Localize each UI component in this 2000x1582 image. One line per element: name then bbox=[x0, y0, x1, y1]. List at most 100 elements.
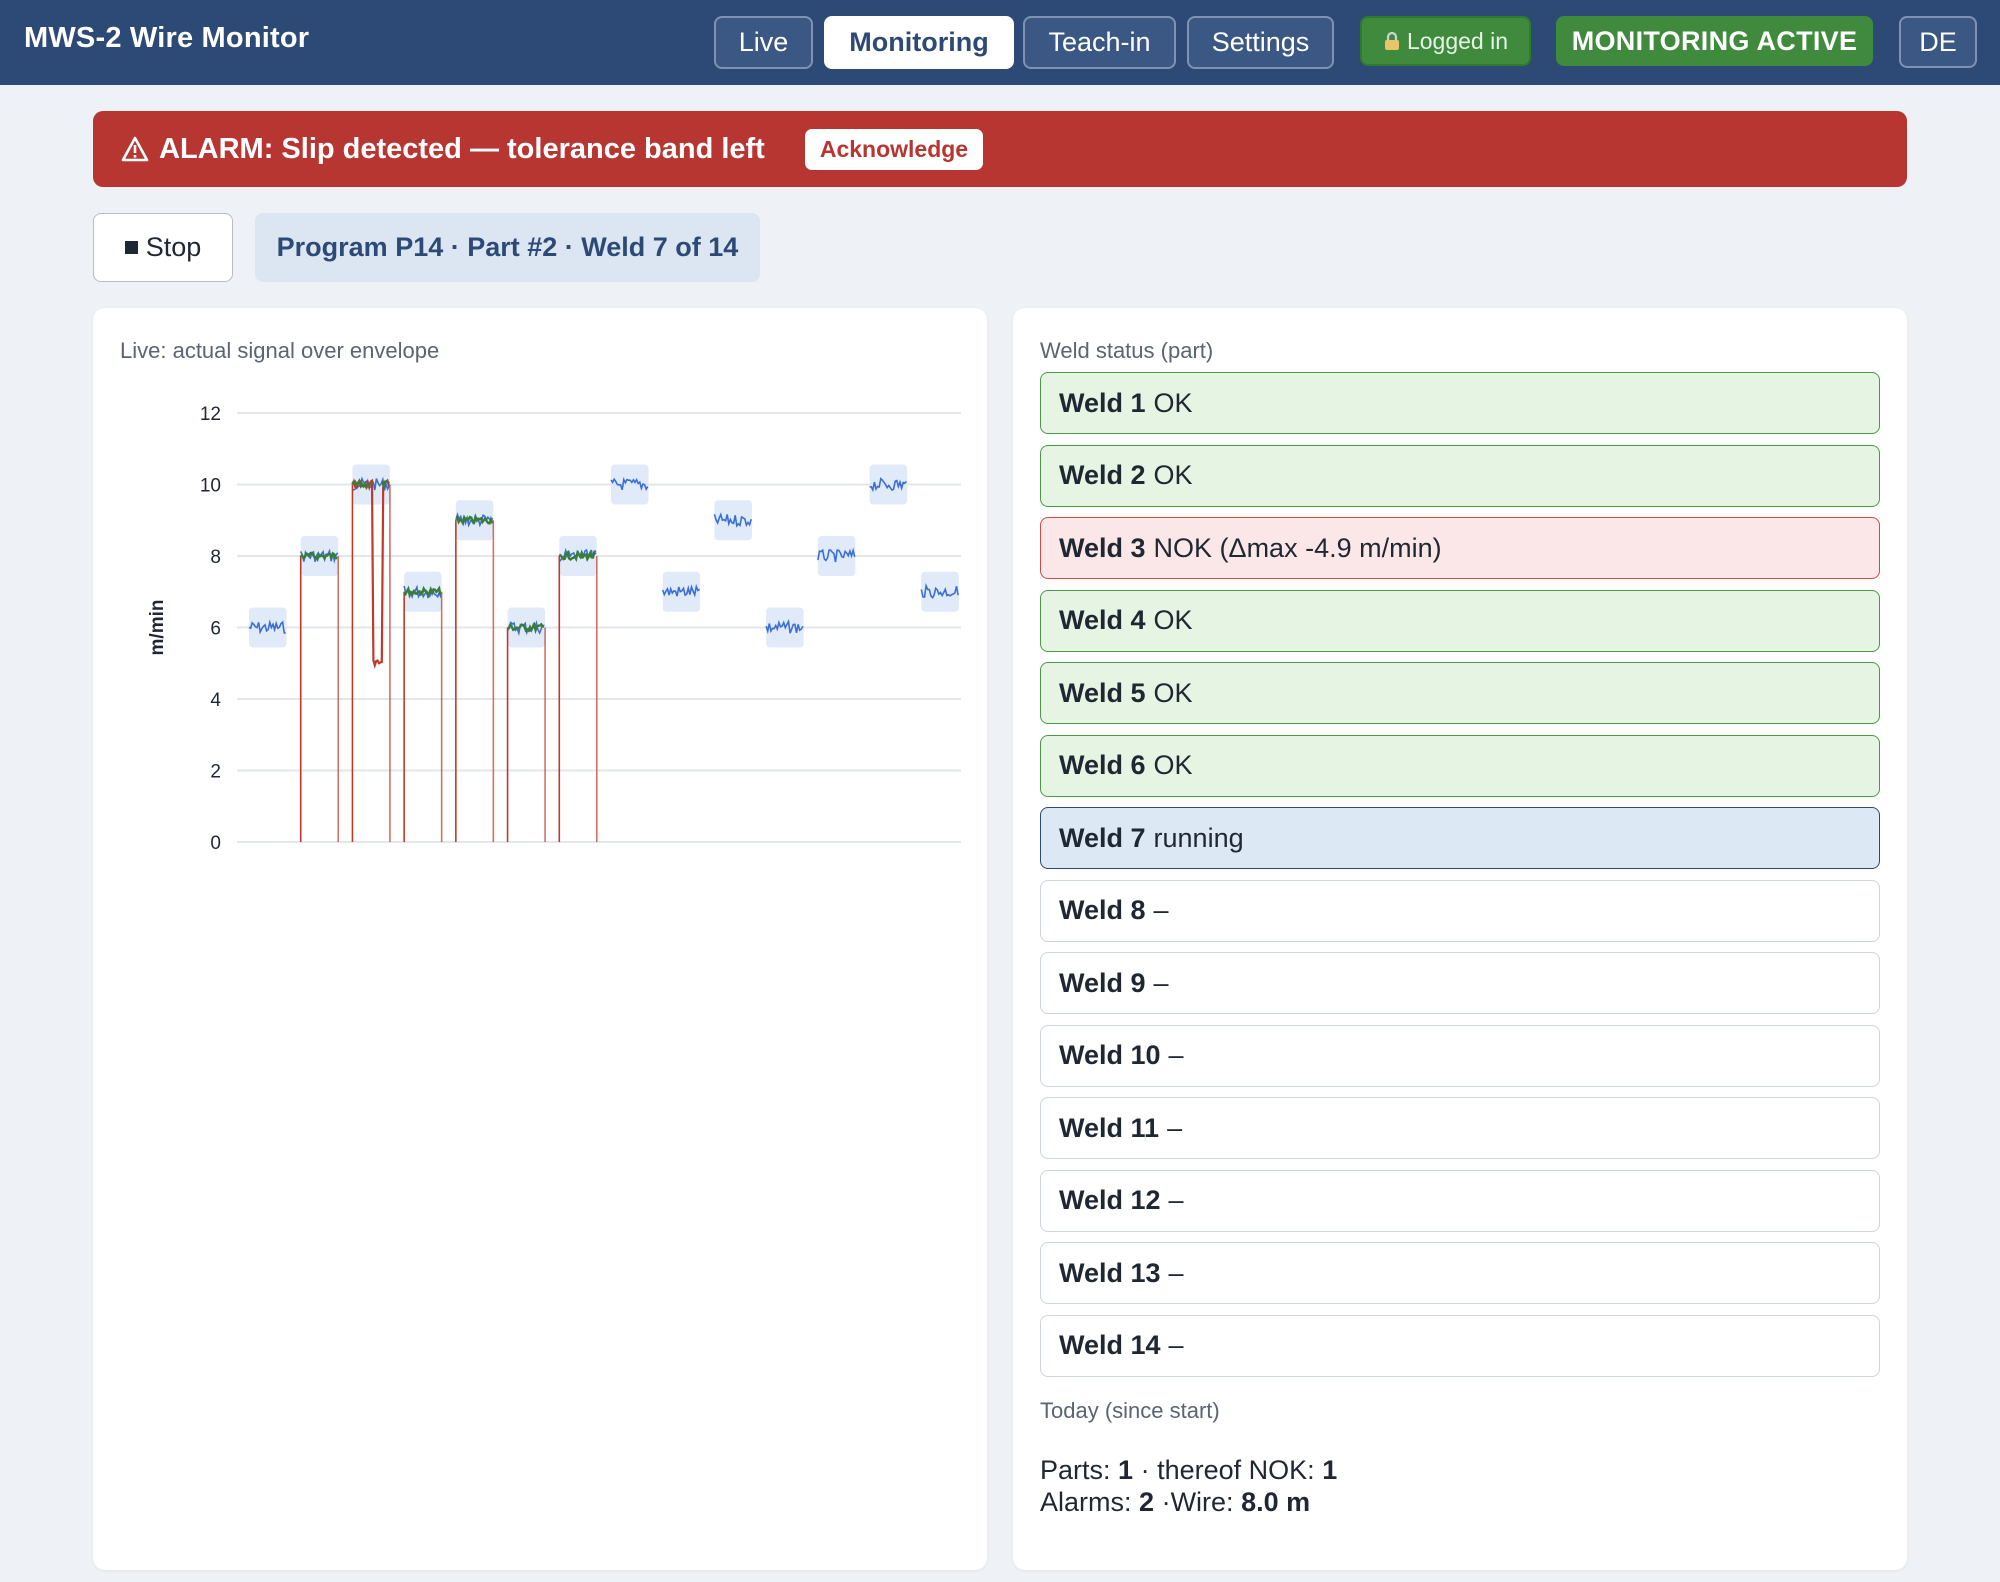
envelope-trace bbox=[713, 512, 752, 528]
weld-status: NOK (Δmax -4.9 m/min) bbox=[1153, 532, 1442, 563]
envelope-band bbox=[714, 500, 752, 541]
weld-row[interactable]: Weld 3 NOK (Δmax -4.9 m/min) bbox=[1040, 517, 1880, 579]
y-tick-label: 4 bbox=[210, 690, 221, 711]
envelope-band bbox=[869, 464, 908, 505]
envelope-trace bbox=[765, 619, 804, 635]
actual-trace bbox=[558, 549, 597, 563]
today-title: Today (since start) bbox=[1040, 1398, 1220, 1423]
weld-row[interactable]: Weld 12– bbox=[1040, 1169, 1880, 1232]
language-button[interactable]: DE bbox=[1899, 16, 1977, 68]
weld-status: – bbox=[1153, 967, 1169, 998]
weld-status: running bbox=[1153, 822, 1244, 853]
envelope-band bbox=[611, 464, 649, 505]
actual-trace bbox=[299, 551, 338, 563]
weld-status: – bbox=[1167, 1112, 1183, 1143]
weld-name: Weld 2 bbox=[1059, 460, 1146, 490]
y-tick-label: 8 bbox=[210, 547, 221, 568]
weld-name: Weld 9 bbox=[1059, 967, 1146, 998]
weld-name: Weld 12 bbox=[1059, 1185, 1161, 1215]
alarm-banner: ALARM: Slip detected — tolerance band le… bbox=[93, 111, 1907, 187]
weld-row[interactable]: Weld 9– bbox=[1040, 952, 1880, 1014]
weld-name: Weld 8 bbox=[1059, 895, 1146, 925]
weld-row[interactable]: Weld 13– bbox=[1040, 1242, 1880, 1304]
wire-value: 8.0 m bbox=[1241, 1487, 1311, 1517]
chart-panel: Live: actual signal over envelope 0 2 4 6 8 1… bbox=[93, 308, 987, 1570]
weld-status: – bbox=[1153, 895, 1169, 925]
weld-row[interactable]: Weld 14– bbox=[1040, 1314, 1880, 1377]
actual-trace bbox=[403, 585, 442, 599]
envelope-band bbox=[249, 607, 287, 648]
envelope-trace bbox=[869, 477, 907, 493]
weld-row[interactable]: Weld 7 running bbox=[1040, 807, 1880, 869]
warning-icon bbox=[121, 136, 149, 162]
y-tick-label: 2 bbox=[210, 762, 221, 783]
login-status[interactable]: Logged in bbox=[1360, 16, 1531, 66]
weld-row[interactable]: Weld 10– bbox=[1040, 1024, 1880, 1087]
tab-teach-in[interactable]: Teach-in bbox=[1023, 16, 1176, 69]
today-stats: Parts: 1 · thereof NOK: 1 Alarms: 2 ·Wir… bbox=[1040, 1454, 1337, 1518]
weld-name: Weld 14 bbox=[1059, 1330, 1161, 1360]
stop-button[interactable]: Stop bbox=[93, 213, 233, 282]
weld-row[interactable]: Weld 8– bbox=[1040, 879, 1880, 942]
envelope-trace bbox=[920, 582, 959, 599]
weld-status: – bbox=[1168, 1257, 1184, 1288]
chart-title: Live: actual signal over envelope bbox=[120, 338, 440, 363]
weld-status: OK bbox=[1153, 750, 1193, 780]
stop-label: Stop bbox=[145, 232, 202, 262]
weld-status: – bbox=[1168, 1040, 1184, 1070]
top-bar: MWS-2 Wire Monitor Live Monitoring Teach… bbox=[0, 0, 2000, 85]
envelope-trace bbox=[661, 583, 701, 598]
weld-name: Weld 10 bbox=[1059, 1040, 1161, 1070]
weld-row[interactable]: Weld 5 OK bbox=[1040, 662, 1880, 724]
weld-row[interactable]: Weld 4 OK bbox=[1040, 589, 1880, 652]
stats-line-parts: Parts: 1 · thereof NOK: 1 bbox=[1040, 1454, 1337, 1486]
actual-trace bbox=[381, 480, 390, 488]
live-signal-chart: 0 2 4 6 8 10 12 m/min bbox=[147, 404, 961, 854]
weld-name: Weld 4 bbox=[1059, 605, 1146, 635]
weld-status: OK bbox=[1153, 387, 1193, 418]
weld-status-panel: Weld status (part) Weld 1 OK Weld 2 OK Weld … bbox=[1013, 308, 1907, 1570]
alarms-value: 2 bbox=[1139, 1487, 1155, 1517]
weld-row[interactable]: Weld 11– bbox=[1040, 1097, 1880, 1159]
alarms-label: Alarms: bbox=[1040, 1487, 1132, 1517]
weld-name: Weld 1 bbox=[1059, 387, 1146, 418]
weld-status: OK bbox=[1153, 677, 1193, 708]
weld-status: – bbox=[1168, 1185, 1184, 1215]
nok-value: 1 bbox=[1322, 1455, 1338, 1485]
y-tick-label: 6 bbox=[210, 619, 221, 640]
alarm-text: ALARM: Slip detected — tolerance band le… bbox=[159, 132, 765, 165]
app-title: MWS-2 Wire Monitor bbox=[24, 22, 310, 54]
parts-value: 1 bbox=[1118, 1455, 1134, 1485]
actual-trace bbox=[455, 513, 494, 527]
y-tick-label: 0 bbox=[210, 833, 221, 854]
actual-trace bbox=[507, 621, 545, 635]
monitoring-status-badge: MONITORING ACTIVE bbox=[1556, 16, 1873, 66]
weld-row[interactable]: Weld 2 OK bbox=[1040, 444, 1880, 507]
weld-name: Weld 5 bbox=[1059, 677, 1146, 708]
y-tick-label: 12 bbox=[200, 404, 221, 425]
envelope-band bbox=[921, 571, 959, 612]
tab-live[interactable]: Live bbox=[714, 16, 813, 69]
stats-line-alarms: Alarms: 2 ·Wire: 8.0 m bbox=[1040, 1486, 1337, 1518]
weld-row[interactable]: Weld 1 OK bbox=[1040, 372, 1880, 434]
program-info: Program P14 · Part #2 · Weld 7 of 14 bbox=[255, 213, 760, 282]
actual-trace bbox=[351, 478, 373, 490]
wire-label: ·Wire: bbox=[1161, 1487, 1234, 1517]
weld-status: OK bbox=[1153, 460, 1193, 490]
acknowledge-button[interactable]: Acknowledge bbox=[804, 128, 984, 170]
weld-name: Weld 11 bbox=[1059, 1112, 1160, 1143]
y-tick-label: 10 bbox=[200, 476, 221, 497]
weld-status-title: Weld status (part) bbox=[1040, 338, 1214, 363]
weld-name: Weld 6 bbox=[1059, 750, 1146, 780]
stop-icon bbox=[124, 241, 138, 254]
tab-settings[interactable]: Settings bbox=[1187, 16, 1334, 69]
envelope-trace bbox=[248, 619, 286, 635]
envelope-trace bbox=[817, 547, 856, 563]
weld-name: Weld 3 bbox=[1059, 532, 1146, 563]
weld-row[interactable]: Weld 6 OK bbox=[1040, 734, 1880, 797]
parts-label: Parts: bbox=[1040, 1455, 1111, 1485]
tab-monitoring[interactable]: Monitoring bbox=[824, 16, 1014, 69]
weld-status: OK bbox=[1153, 605, 1193, 635]
lock-icon bbox=[1384, 31, 1399, 50]
envelope-trace bbox=[610, 477, 649, 492]
